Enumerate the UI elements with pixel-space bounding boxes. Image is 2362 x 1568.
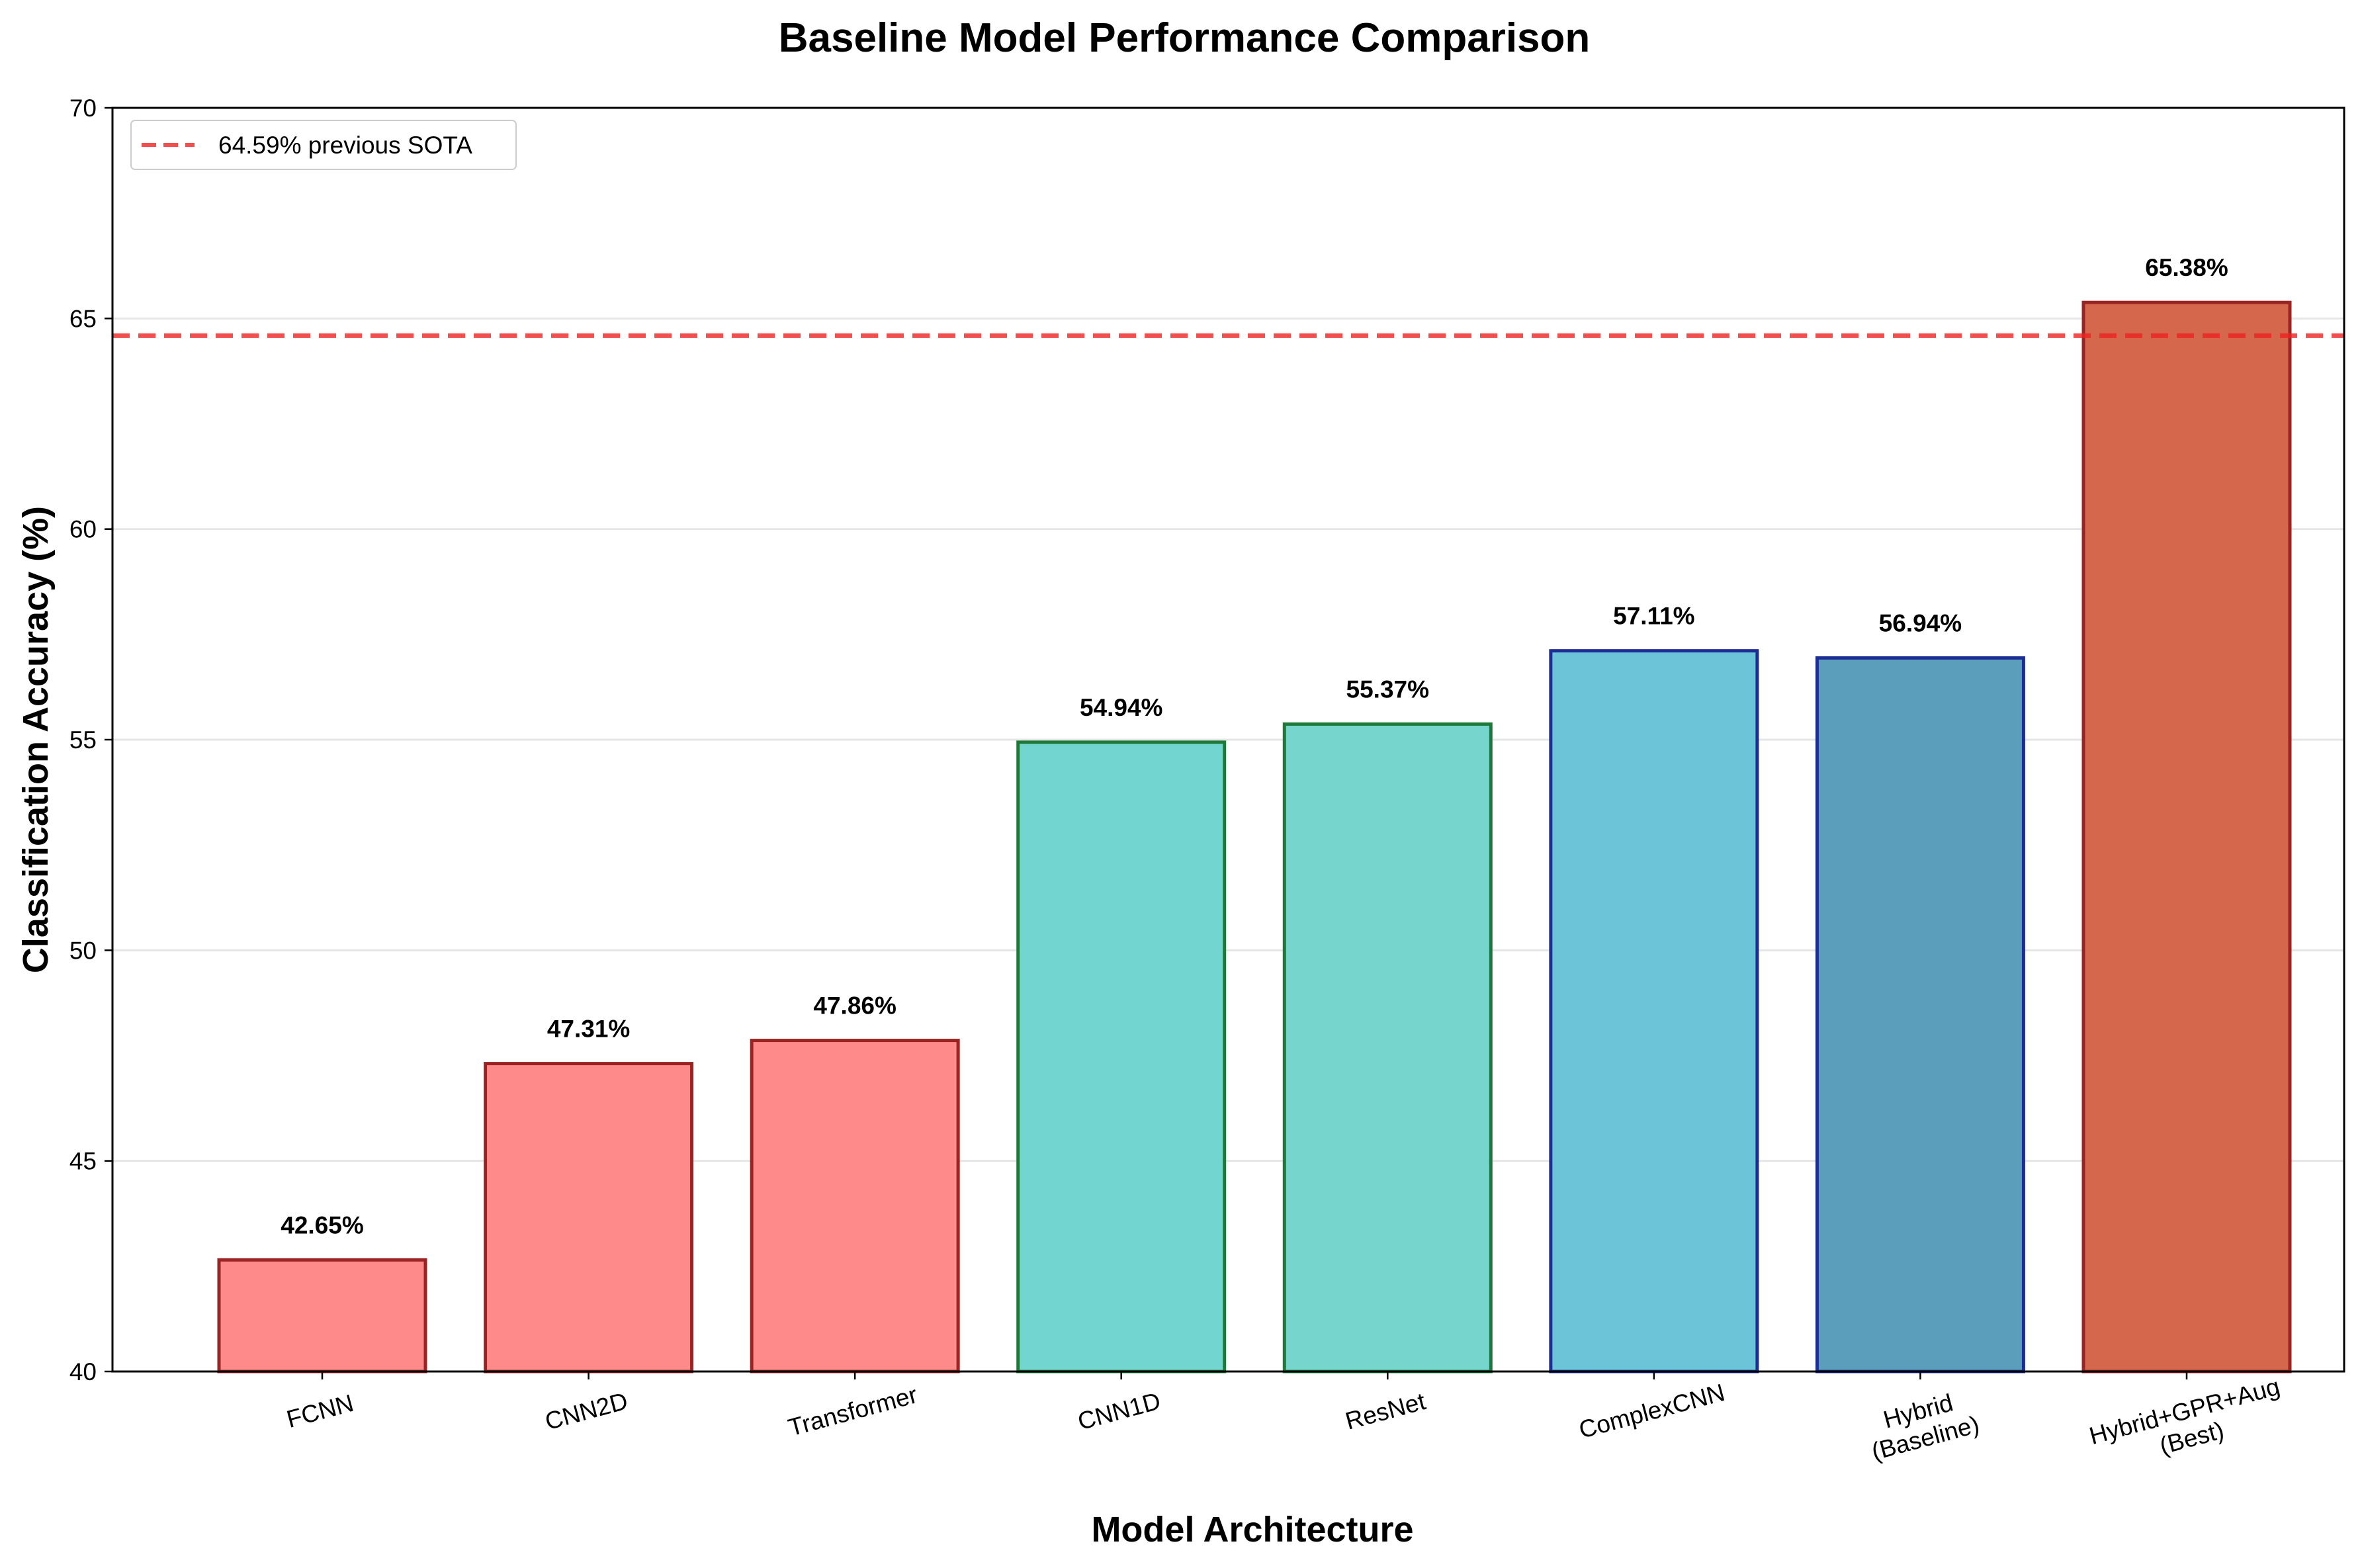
- legend-reference-label: 64.59% previous SOTA: [218, 132, 472, 159]
- x-tick-label-line: Transformer: [785, 1381, 920, 1441]
- bar: [750, 1039, 960, 1373]
- x-tick-label-line: ResNet: [1342, 1387, 1428, 1435]
- x-axis-title: Model Architecture: [1091, 1510, 1413, 1549]
- bar-value-label: 56.94%: [1879, 609, 1962, 636]
- bar-value-label: 47.31%: [547, 1016, 631, 1043]
- x-tick-label: Hybrid+GPR+Aug(Best): [2086, 1373, 2283, 1459]
- x-tick-label-line: CNN1D: [1075, 1387, 1164, 1436]
- bar: [1282, 722, 1493, 1373]
- y-tick-label: 50: [69, 937, 97, 964]
- x-tick-label-line: CNN2D: [542, 1387, 631, 1436]
- legend-frame: [130, 120, 517, 170]
- bar: [1549, 649, 1759, 1373]
- y-tick-label: 70: [69, 95, 97, 122]
- y-tick-label: 65: [69, 305, 97, 332]
- y-tick-label: 60: [69, 516, 97, 543]
- chart-title: Baseline Model Performance Comparison: [779, 15, 1591, 61]
- y-tick-label: 40: [69, 1358, 97, 1385]
- x-tick-label: CNN1D: [1075, 1387, 1164, 1436]
- x-tick-label: ComplexCNN: [1576, 1379, 1728, 1444]
- bar-value-label: 55.37%: [1346, 675, 1430, 703]
- bar-value-label: 47.86%: [813, 992, 897, 1020]
- bar-value-label: 57.11%: [1613, 603, 1694, 630]
- x-tick-label: Transformer: [785, 1381, 920, 1441]
- bar: [1016, 740, 1227, 1373]
- x-tick-label-line: ComplexCNN: [1576, 1379, 1728, 1444]
- x-tick-label: ResNet: [1342, 1387, 1428, 1435]
- bar: [1815, 656, 2025, 1373]
- y-tick-label: 55: [69, 726, 97, 754]
- bar-value-label: 42.65%: [281, 1211, 364, 1239]
- bar: [2081, 300, 2292, 1373]
- y-axis-title: Classification Accuracy (%): [16, 506, 56, 973]
- bar: [217, 1258, 427, 1373]
- bar-value-label: 54.94%: [1080, 694, 1163, 721]
- x-tick-label-line: FCNN: [284, 1389, 357, 1433]
- plot-frame: [111, 107, 2345, 1373]
- legend: 64.59% previous SOTA: [130, 120, 517, 170]
- x-tick-label: Hybrid(Baseline): [1868, 1389, 1982, 1465]
- x-tick-label: CNN2D: [542, 1387, 631, 1436]
- bar-value-label: 65.38%: [2145, 254, 2228, 281]
- x-tick-label: FCNN: [284, 1389, 357, 1433]
- bar: [484, 1062, 694, 1373]
- y-tick-label: 45: [69, 1148, 97, 1175]
